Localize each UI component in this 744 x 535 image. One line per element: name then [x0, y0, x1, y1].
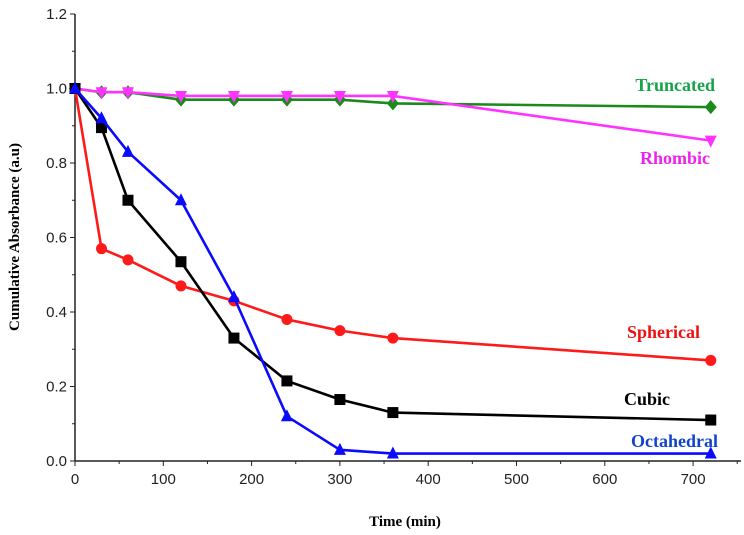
- cubic-data-point: [334, 394, 346, 406]
- octahedral-data-point: [333, 442, 346, 455]
- x-tick-label: 200: [239, 471, 264, 488]
- y-tick-label: 0.2: [46, 379, 67, 396]
- octahedral-series-label: Octahedral: [631, 431, 718, 451]
- spherical-data-point: [95, 243, 107, 255]
- cubic-data-point: [122, 194, 134, 206]
- spherical-data-point: [334, 325, 346, 337]
- y-axis-label: Cumulative Absorbance (a.u): [7, 143, 23, 331]
- octahedral-series-line: [74, 87, 711, 455]
- x-tick-label: 600: [592, 471, 617, 488]
- cubic-series-line: [73, 87, 711, 422]
- rhombic-data-point: [280, 90, 293, 103]
- cubic-data-point: [705, 414, 717, 426]
- spherical-data-point: [122, 254, 134, 266]
- y-tick-label: 1.2: [46, 6, 67, 23]
- y-tick-label: 0.8: [46, 155, 67, 172]
- x-tick-label: 0: [71, 471, 79, 488]
- x-tick-label: 300: [327, 471, 352, 488]
- octahedral-data-point: [704, 446, 717, 459]
- octahedral-data-point: [95, 111, 108, 124]
- x-tick-label: 500: [504, 471, 529, 488]
- x-tick-label: 400: [416, 471, 441, 488]
- octahedral-data-point: [121, 144, 134, 157]
- rhombic-data-point: [174, 90, 187, 103]
- cubic-data-point: [228, 332, 240, 344]
- rhombic-series-label: Rhombic: [640, 148, 710, 168]
- truncated-data-point: [704, 100, 717, 115]
- spherical-series-line: [73, 88, 711, 362]
- truncated-data-point: [386, 96, 399, 111]
- cubic-data-point: [175, 256, 187, 268]
- cubic-data-point: [281, 375, 293, 387]
- x-tick-label: 100: [151, 471, 176, 488]
- rhombic-data-point: [704, 135, 717, 148]
- spherical-data-point: [705, 354, 717, 366]
- rhombic-data-point: [121, 87, 134, 100]
- spherical-series-label: Spherical: [627, 322, 700, 342]
- rhombic-data-point: [95, 87, 108, 100]
- spherical-data-point: [387, 332, 399, 344]
- octahedral-data-point: [174, 193, 187, 206]
- spherical-data-point: [281, 313, 293, 325]
- rhombic-data-point: [227, 90, 240, 103]
- spherical-data-point: [175, 280, 187, 292]
- y-tick-label: 1.0: [46, 81, 67, 98]
- octahedral-data-point: [280, 409, 293, 422]
- rhombic-data-point: [333, 90, 346, 103]
- octahedral-data-point: [69, 81, 81, 94]
- x-tick-label: 700: [681, 471, 706, 488]
- octahedral-data-point: [227, 290, 240, 303]
- octahedral-data-point: [386, 446, 399, 459]
- y-tick-label: 0.6: [46, 230, 67, 247]
- cubic-series-label: Cubic: [624, 389, 670, 409]
- x-axis-label: Time (min): [369, 514, 441, 530]
- cubic-data-point: [95, 122, 107, 134]
- y-tick-label: 0.0: [46, 453, 67, 470]
- cubic-data-point: [387, 407, 399, 419]
- y-tick-label: 0.4: [46, 304, 67, 321]
- truncated-series-label: Truncated: [635, 75, 715, 95]
- rhombic-data-point: [386, 90, 399, 103]
